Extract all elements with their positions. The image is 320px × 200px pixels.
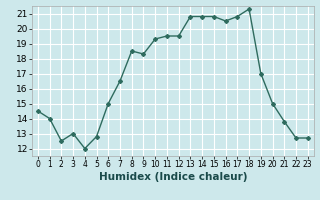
X-axis label: Humidex (Indice chaleur): Humidex (Indice chaleur) [99, 172, 247, 182]
